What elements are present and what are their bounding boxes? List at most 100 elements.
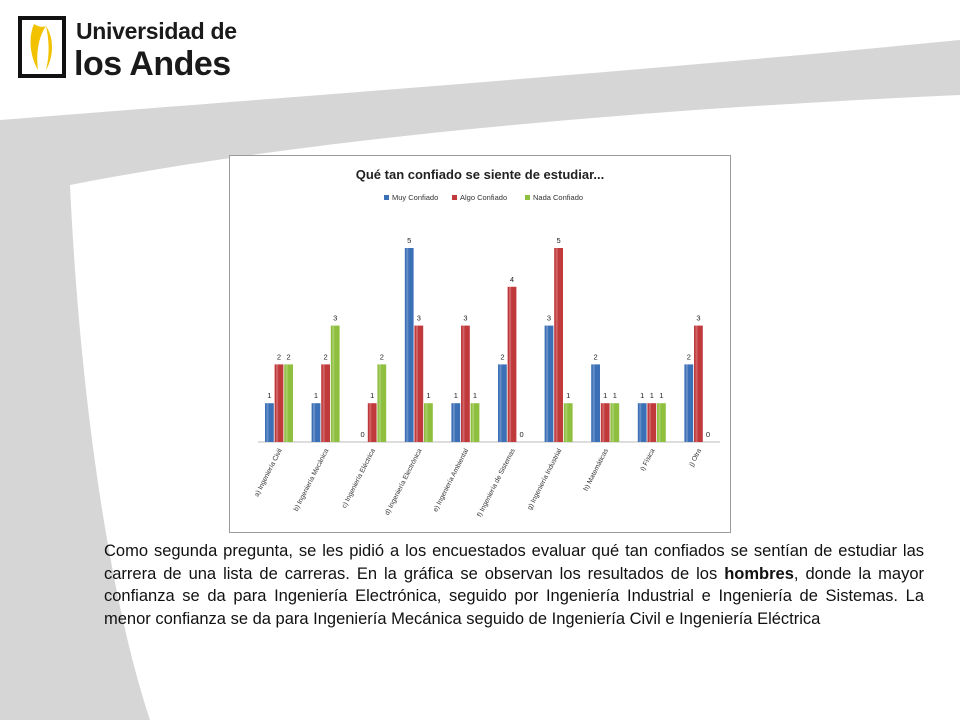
data-label-1-0: 1 bbox=[314, 391, 318, 400]
bar-highlight-5-0 bbox=[499, 364, 502, 442]
data-label-4-2: 1 bbox=[473, 391, 477, 400]
bar-6-1 bbox=[554, 248, 563, 442]
bar-1-1 bbox=[321, 364, 330, 442]
bar-3-0 bbox=[404, 248, 414, 442]
legend-label-1: Algo Confiado bbox=[460, 193, 507, 202]
bar-9-0 bbox=[684, 364, 694, 442]
bar-highlight-1-2 bbox=[332, 325, 335, 442]
bar-9-1 bbox=[694, 325, 703, 442]
x-tick-labels: a) Ingeniería Civil b) Ingeniería Mecánic… bbox=[254, 447, 704, 518]
data-label-1-2: 3 bbox=[333, 314, 337, 323]
data-label-9-0: 2 bbox=[687, 352, 691, 361]
legend-label-2: Nada Confiado bbox=[533, 193, 583, 202]
description-bold: hombres bbox=[724, 564, 794, 583]
data-label-7-0: 2 bbox=[594, 352, 598, 361]
data-label-5-0: 2 bbox=[500, 352, 504, 361]
data-label-3-2: 1 bbox=[426, 391, 430, 400]
data-label-0-1: 2 bbox=[277, 352, 281, 361]
bar-highlight-1-0 bbox=[313, 403, 316, 442]
bar-highlight-0-2 bbox=[285, 364, 288, 442]
description-part2: , donde la mayor confianza se da para In… bbox=[104, 564, 924, 628]
bar-7-2 bbox=[610, 403, 620, 442]
bar-highlight-3-1 bbox=[415, 325, 418, 442]
bar-4-2 bbox=[470, 403, 480, 442]
bar-highlight-8-1 bbox=[648, 403, 651, 442]
university-logo: Universidad de los Andes bbox=[18, 14, 248, 84]
bar-highlight-4-0 bbox=[452, 403, 455, 442]
bar-highlight-2-2 bbox=[378, 364, 381, 442]
bar-0-2 bbox=[284, 364, 293, 442]
data-label-7-2: 1 bbox=[613, 391, 617, 400]
data-label-5-2: 0 bbox=[520, 430, 524, 439]
data-label-8-1: 1 bbox=[650, 391, 654, 400]
data-label-4-1: 3 bbox=[463, 314, 467, 323]
data-label-9-2: 0 bbox=[706, 430, 710, 439]
bar-highlight-6-2 bbox=[565, 403, 568, 442]
x-tick-label-7: h) Matemáticas bbox=[583, 447, 611, 492]
legend-swatch-2 bbox=[525, 195, 530, 200]
data-label-6-1: 5 bbox=[557, 236, 561, 245]
description-part1: Como segunda pregunta, se les pidió a lo… bbox=[104, 542, 924, 583]
bar-8-0 bbox=[637, 403, 647, 442]
data-label-2-0: 0 bbox=[361, 430, 365, 439]
bar-highlight-1-1 bbox=[322, 364, 325, 442]
bar-4-1 bbox=[461, 325, 470, 442]
logo-line1: Universidad de bbox=[76, 18, 237, 44]
bar-highlight-0-1 bbox=[276, 364, 279, 442]
bar-8-2 bbox=[657, 403, 666, 442]
data-label-4-0: 1 bbox=[454, 391, 458, 400]
data-label-0-0: 1 bbox=[267, 391, 271, 400]
data-label-8-2: 1 bbox=[659, 391, 663, 400]
data-label-5-1: 4 bbox=[510, 275, 514, 284]
bar-8-1 bbox=[647, 403, 657, 442]
legend-swatch-0 bbox=[384, 195, 389, 200]
bar-3-2 bbox=[424, 403, 433, 442]
x-tick-label-9: j) Otra bbox=[688, 448, 703, 469]
data-label-6-0: 3 bbox=[547, 314, 551, 323]
x-tick-label-6: g) Ingeniería Industrial bbox=[526, 447, 563, 511]
x-tick-label-5: f) Ingeniería de Sistemas bbox=[476, 447, 517, 518]
data-label-2-1: 1 bbox=[370, 391, 374, 400]
bar-6-0 bbox=[544, 325, 554, 442]
logo-line2: los Andes bbox=[74, 45, 231, 83]
chart-title: Qué tan confiado se siente de estudiar..… bbox=[356, 167, 605, 182]
bar-2-2 bbox=[377, 364, 387, 442]
bar-highlight-0-0 bbox=[266, 403, 269, 442]
bar-2-1 bbox=[367, 403, 377, 442]
x-tick-label-1: b) Ingeniería Mecánica bbox=[293, 448, 331, 513]
bar-7-1 bbox=[600, 403, 610, 442]
bar-highlight-7-2 bbox=[611, 403, 614, 442]
bar-highlight-9-1 bbox=[695, 325, 698, 442]
x-tick-label-0: a) Ingeniería Civil bbox=[254, 447, 284, 498]
legend-swatch-1 bbox=[452, 195, 457, 200]
data-label-3-1: 3 bbox=[417, 314, 421, 323]
bar-1-2 bbox=[330, 325, 340, 442]
bar-0-1 bbox=[274, 364, 284, 442]
bar-highlight-2-1 bbox=[369, 403, 372, 442]
bar-highlight-4-2 bbox=[472, 403, 475, 442]
x-tick-label-3: d) Ingeniería Electrónica bbox=[384, 448, 424, 517]
bar-highlight-6-0 bbox=[546, 325, 549, 442]
bar-0-0 bbox=[265, 403, 274, 442]
data-label-3-0: 5 bbox=[407, 236, 411, 245]
bar-5-0 bbox=[498, 364, 507, 442]
bar-3-1 bbox=[414, 325, 424, 442]
x-tick-label-2: c) Ingeniería Eléctrica bbox=[341, 448, 377, 510]
data-label-1-1: 2 bbox=[324, 352, 328, 361]
bar-6-2 bbox=[563, 403, 573, 442]
bar-5-1 bbox=[507, 286, 517, 442]
description-paragraph: Como segunda pregunta, se les pidió a lo… bbox=[104, 540, 924, 630]
bar-highlight-3-2 bbox=[425, 403, 428, 442]
bar-highlight-7-1 bbox=[602, 403, 605, 442]
bar-highlight-9-0 bbox=[685, 364, 688, 442]
legend-label-0: Muy Confiado bbox=[392, 193, 438, 202]
data-label-6-2: 1 bbox=[566, 391, 570, 400]
data-label-9-1: 3 bbox=[696, 314, 700, 323]
data-label-8-0: 1 bbox=[640, 391, 644, 400]
bar-highlight-8-0 bbox=[639, 403, 642, 442]
bar-chart: Qué tan confiado se siente de estudiar..… bbox=[254, 167, 720, 518]
chart-legend: Muy Confiado Algo Confiado Nada Confiado bbox=[384, 193, 583, 202]
bar-1-0 bbox=[311, 403, 321, 442]
logo-emblem-icon bbox=[18, 16, 66, 78]
